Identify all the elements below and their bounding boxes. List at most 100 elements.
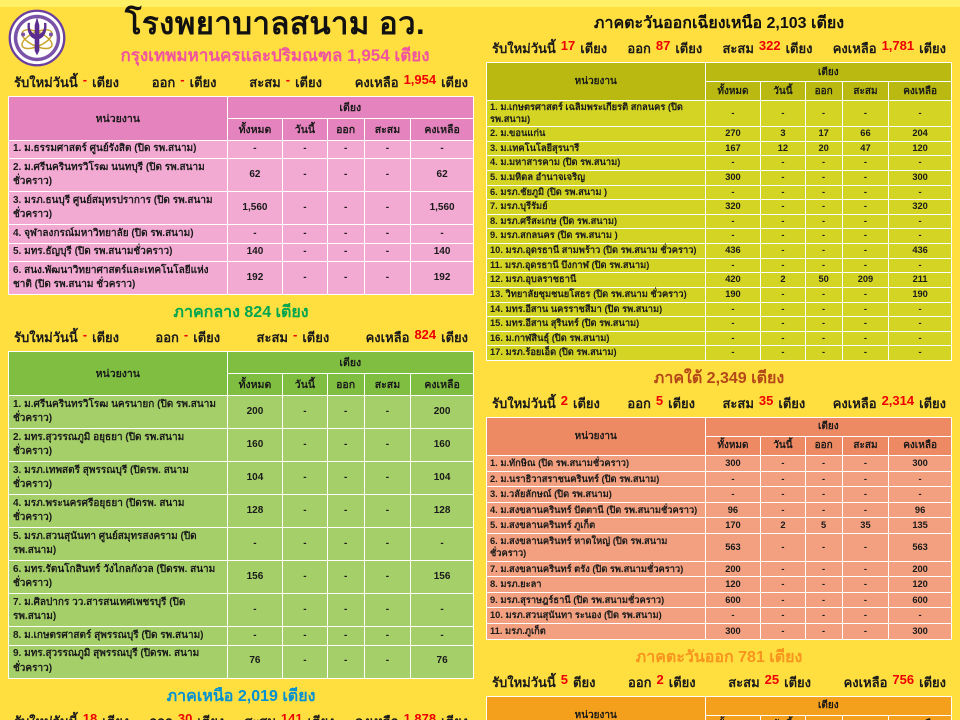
table-row: 7. ม.สงขลานครินทร์ ตรัง (ปิด รพ.สนามชั่ว… xyxy=(486,560,952,578)
table-row: 10. มรภ.สวนสุนันทา ระนอง (ปิด รพ.สนาม) - -… xyxy=(486,607,952,624)
value-cell: - xyxy=(804,155,843,172)
section-central: ภาคกลาง 824 เตียง รับใหม่วันนี้ - เตียง ออก… xyxy=(8,297,475,679)
summary-value: 1,781 xyxy=(881,38,915,53)
value-cell: - xyxy=(888,228,952,245)
summary-label: คงเหลือ xyxy=(354,74,399,90)
summary-unit: ตียง xyxy=(573,674,596,690)
value-cell: 600 xyxy=(704,591,762,609)
table-row: 7. ม.ศิลปากร วว.สารสนเทศเพชรบุรี (ปิด รพ… xyxy=(8,593,474,628)
value-cell: 320 xyxy=(888,199,952,215)
value-cell: - xyxy=(282,527,328,562)
org-cell: 4. ม.สงขลานครินทร์ ปัตตานี (ปิด รพ.สนามช… xyxy=(486,501,706,519)
org-cell: 1. ม.ศรีนครินทรวิโรฒ นครนายก (ปิด รพ.สนา… xyxy=(8,395,228,430)
summary-unit: เตียง xyxy=(193,330,221,346)
org-cell: 2. ม.นราธิวาสราชนครินทร์ (ปิด รพ.สนาม) xyxy=(486,470,706,488)
value-cell: - xyxy=(704,155,762,172)
region-table: หน่วยงานเตียงทั้งหมดวันนี้ออกสะสมคงเหลือ… xyxy=(8,351,475,679)
value-cell: - xyxy=(841,286,890,303)
org-cell: 5. ม.มหิดล อำนาจเจริญ xyxy=(486,170,706,186)
summary-unit: เตียง xyxy=(668,395,695,411)
value-cell: 5 xyxy=(804,517,843,534)
table-row: 12. มรภ.อุบลราชธานี 420 2 50 209 211 xyxy=(486,272,952,288)
value-cell: 563 xyxy=(704,532,762,562)
value-cell: 76 xyxy=(226,644,284,679)
section-title: ภาคตะวันออก 781 เตียง xyxy=(635,648,803,666)
summary-item: สะสม 25 เตียง xyxy=(728,672,811,693)
table-row: 17. มรภ.ร้อยเอ็ด (ปิด รพ.สนาม) - - - - - xyxy=(486,345,952,361)
value-cell: 1,560 xyxy=(410,191,474,226)
org-column-header: หน่วยงาน xyxy=(486,62,706,101)
value-cell: - xyxy=(841,99,890,128)
value-cell: - xyxy=(363,593,412,628)
beds-subcolumn-header: ทั้งหมด xyxy=(226,373,284,397)
value-cell: - xyxy=(841,560,890,578)
summary-value: 2 xyxy=(656,671,664,687)
summary-value: 87 xyxy=(655,38,671,53)
beds-group-header: เตียง xyxy=(704,62,953,82)
value-cell: - xyxy=(282,395,328,430)
value-cell: 320 xyxy=(704,199,762,215)
section-summary: รับใหม่วันนี้ - เตียง ออก - เตียง สะสม - เตียง คง… xyxy=(8,71,474,96)
org-cell: 8. มรภ.ศรีสะเกษ (ปิด รพ.สนาม) xyxy=(486,213,706,230)
org-cell: 10. มรภ.สวนสุนันทา ระนอง (ปิด รพ.สนาม) xyxy=(486,607,706,624)
table-row: 4. จุฬาลงกรณ์มหาวิทยาลัย (ปิด รพ.สนาม) - -… xyxy=(8,224,474,244)
value-cell: 300 xyxy=(888,170,952,186)
value-cell: - xyxy=(760,532,806,562)
value-cell: - xyxy=(888,184,952,201)
section-title: ภาคใต้ 2,349 เตียง xyxy=(653,369,785,387)
value-cell: 2 xyxy=(760,517,806,534)
value-cell: 120 xyxy=(704,576,762,593)
value-cell: 120 xyxy=(888,576,952,593)
left-column: โรงพยาบาลสนาม อว. กรุงเทพมหานครและปริมณฑ… xyxy=(8,7,475,720)
summary-unit: เตียง xyxy=(102,711,129,720)
org-cell: 4. จุฬาลงกรณ์มหาวิทยาลัย (ปิด รพ.สนาม) xyxy=(8,224,228,244)
summary-label: รับใหม่วันนี้ xyxy=(492,395,556,411)
org-cell: 11. มรภ.อุดรธานี บึงกาฬ (ปิด รพ.สนาม) xyxy=(486,257,706,274)
value-cell: - xyxy=(282,242,328,263)
table-row: 7. มรภ.บุรีรัมย์ 320- - -320 xyxy=(486,199,952,215)
value-cell: - xyxy=(841,228,890,245)
value-cell: - xyxy=(841,213,890,230)
org-cell: 5. ม.สงขลานครินทร์ ภูเก็ต xyxy=(486,517,706,534)
value-cell: - xyxy=(326,224,365,244)
summary-label: สะสม xyxy=(256,330,288,346)
beds-subcolumn-header: ออก xyxy=(804,81,843,101)
table-row: 8. ม.เกษตรศาสตร์ สุพรรณบุรี (ปิด รพ.สนาม… xyxy=(8,626,474,646)
value-cell: - xyxy=(804,454,843,472)
summary-unit: เตียง xyxy=(441,711,468,720)
summary-label: ออก xyxy=(627,41,651,56)
value-cell: - xyxy=(704,257,762,274)
summary-item: รับใหม่วันนี้ 2 เตียง xyxy=(492,393,600,414)
beds-group-header: เตียง xyxy=(226,351,475,375)
section-south: ภาคใต้ 2,349 เตียง รับใหม่วันนี้ 2 เตียง ออ… xyxy=(486,363,953,640)
summary-unit: เตียง xyxy=(784,674,811,690)
table-row: 5. มรภ.สวนสุนันทา ศูนย์สมุทรสงคราม (ปิด … xyxy=(8,527,474,562)
value-cell: - xyxy=(760,99,806,128)
value-cell: - xyxy=(410,593,474,628)
table-row: 5. มทร.ธัญบุรี (ปิด รพ.สนามชั่วคราว) 140-… xyxy=(8,242,474,263)
value-cell: - xyxy=(282,560,328,595)
summary-value: 322 xyxy=(758,38,781,53)
value-cell: - xyxy=(804,301,843,318)
table-row: 10. มรภ.อุดรธานี สามพร้าว (ปิด รพ.สนาม ช… xyxy=(486,243,952,259)
value-cell: 167 xyxy=(704,140,762,157)
value-cell: 104 xyxy=(410,461,474,496)
value-cell: - xyxy=(760,622,806,640)
value-cell: - xyxy=(282,261,328,296)
value-cell: - xyxy=(226,224,284,244)
summary-value: - xyxy=(82,71,88,87)
value-cell: - xyxy=(226,593,284,628)
value-cell: - xyxy=(760,170,806,186)
table-row: 6. มทร.รัตนโกสินทร์ วังไกลกังวล (ปิดรพ. … xyxy=(8,560,474,595)
value-cell: - xyxy=(760,228,806,245)
value-cell: - xyxy=(363,191,412,226)
value-cell: - xyxy=(760,607,806,624)
beds-subcolumn-header: ทั้งหมด xyxy=(226,117,284,141)
summary-label: รับใหม่วันนี้ xyxy=(492,41,556,56)
ministry-hesi-logo-icon xyxy=(8,9,66,67)
summary-item: สะสม 322 เตียง xyxy=(722,38,812,59)
value-cell: - xyxy=(804,622,843,640)
value-cell: - xyxy=(704,486,762,503)
section-title: ภาคเหนือ 2,019 เตียง xyxy=(166,687,316,705)
value-cell: - xyxy=(841,301,890,318)
